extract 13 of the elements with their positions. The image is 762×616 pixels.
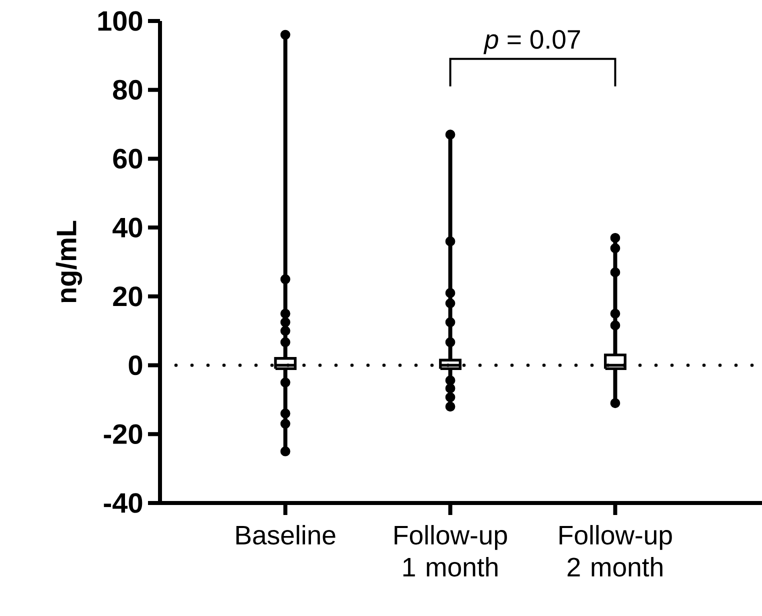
y-tick-label: 0 xyxy=(128,355,142,376)
y-axis-title: ng/mL xyxy=(56,220,82,302)
y-tick-label: 80 xyxy=(113,80,142,100)
y-tick-label: -40 xyxy=(104,493,142,513)
x-tick-label: Follow-up 2 month xyxy=(560,525,672,577)
x-tick-label: Follow-up 1 month xyxy=(394,525,507,577)
y-tick-label: 40 xyxy=(112,218,142,238)
y-tick-label: -20 xyxy=(104,424,142,444)
y-tick-label: 60 xyxy=(113,148,142,169)
y-tick-label: 100 xyxy=(98,11,142,31)
annotation: p = 0.07 xyxy=(484,30,580,54)
y-tick-label: 20 xyxy=(113,286,142,306)
x-tick-label: Baseline xyxy=(236,525,336,545)
